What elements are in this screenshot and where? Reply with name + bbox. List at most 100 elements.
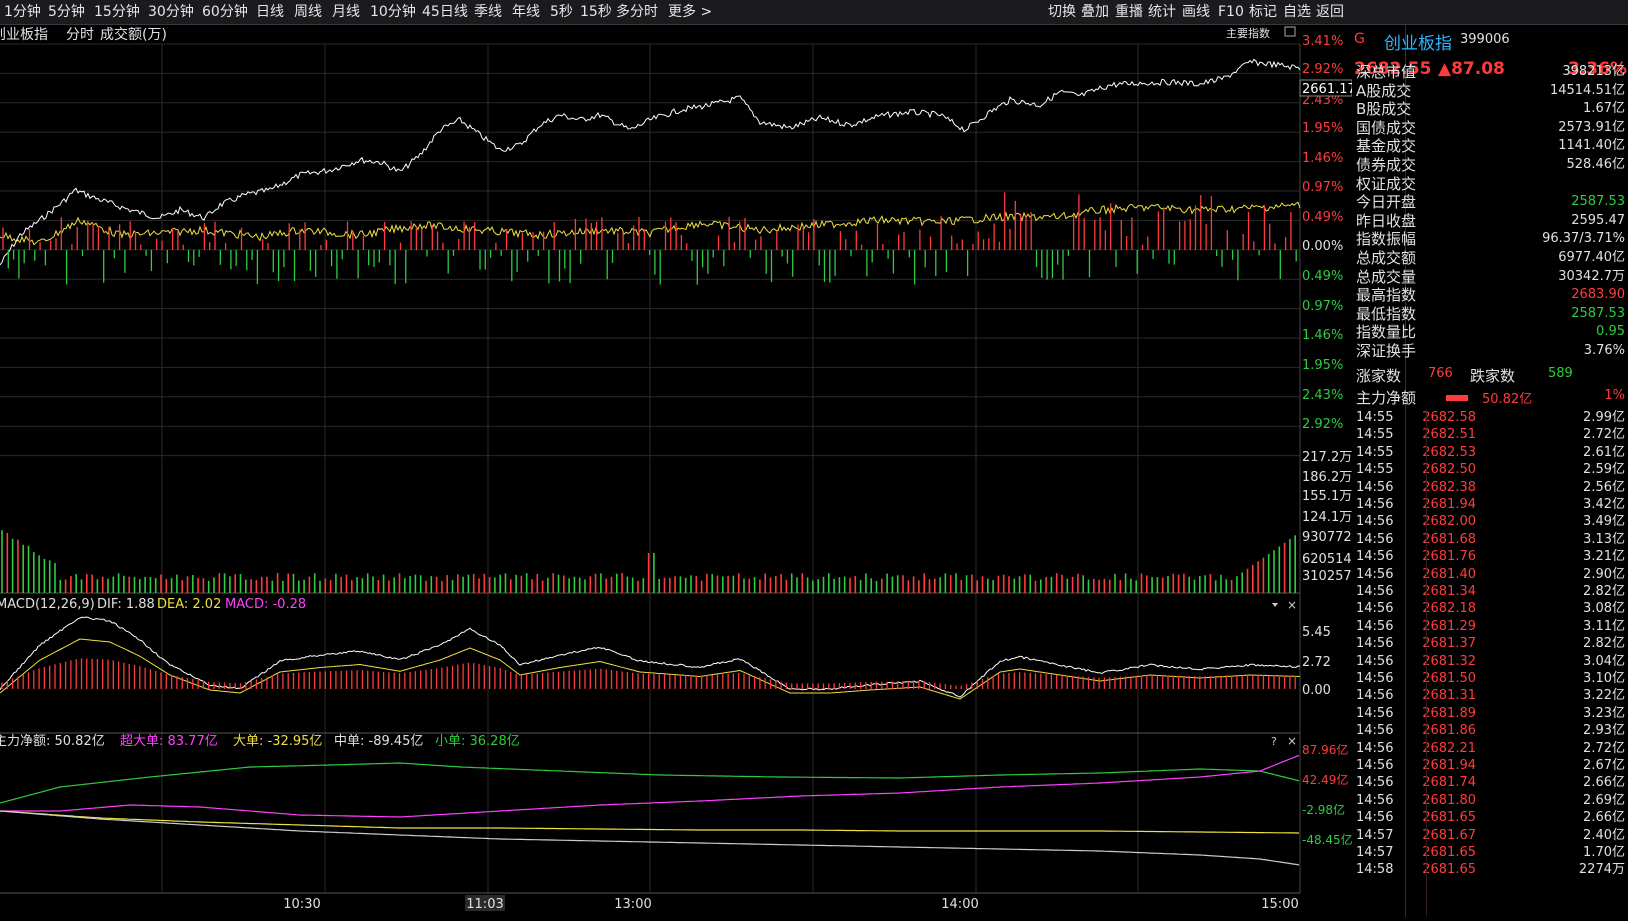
fund-super-line <box>0 754 1300 818</box>
toolbar-action[interactable]: 叠加 <box>1081 4 1109 20</box>
tick-row[interactable]: 14:56 2681.68 3.13亿 <box>1356 531 1628 549</box>
timeframe-tab[interactable]: 15分钟 <box>94 4 140 20</box>
tick-price: 2682.38 <box>1422 479 1476 495</box>
tick-volume: 2.72亿 <box>1583 427 1625 443</box>
toolbar-action[interactable]: F10 <box>1218 4 1244 20</box>
volume-axis-label: 620514 <box>1302 552 1352 567</box>
timeframe-tab[interactable]: 更多 > <box>668 4 713 20</box>
tick-row[interactable]: 14:55 2682.50 2.59亿 <box>1356 461 1628 479</box>
tick-row[interactable]: 14:55 2682.51 2.72亿 <box>1356 426 1628 444</box>
tick-price: 2682.00 <box>1422 514 1476 530</box>
tick-time: 14:56 <box>1356 723 1394 739</box>
volume-axis-label: 930772 <box>1302 530 1352 545</box>
toolbar-action[interactable]: 标记 <box>1249 4 1277 20</box>
tick-row[interactable]: 14:55 2682.58 2.99亿 <box>1356 409 1628 427</box>
timeframe-tab[interactable]: 30分钟 <box>148 4 194 20</box>
tick-row[interactable]: 14:56 2681.32 3.04亿 <box>1356 653 1628 671</box>
tick-row[interactable]: 14:56 2681.94 2.67亿 <box>1356 757 1628 775</box>
timeframe-tab[interactable]: 日线 <box>256 4 284 20</box>
tick-row[interactable]: 14:56 2681.31 3.22亿 <box>1356 687 1628 705</box>
tick-row[interactable]: 14:56 2681.94 3.42亿 <box>1356 496 1628 514</box>
tick-row[interactable]: 14:56 2681.40 2.90亿 <box>1356 566 1628 584</box>
timeframe-tab[interactable]: 年线 <box>512 4 540 20</box>
stat-value: 6977.40亿 <box>1558 250 1625 265</box>
stat-value: 30342.7万 <box>1558 268 1625 284</box>
stat-row: 权证成交 <box>1356 175 1628 193</box>
timeframe-tab[interactable]: 多分时 <box>616 4 658 20</box>
tick-row[interactable]: 14:58 2681.65 2274万 <box>1356 861 1628 879</box>
tick-row[interactable]: 14:56 2681.89 3.23亿 <box>1356 705 1628 723</box>
tick-row[interactable]: 14:56 2681.50 3.10亿 <box>1356 670 1628 688</box>
toolbar-action[interactable]: 切换 <box>1048 4 1076 20</box>
tick-volume: 2.61亿 <box>1583 444 1625 460</box>
tick-price: 2681.80 <box>1422 792 1476 808</box>
timeframe-tab[interactable]: 1分钟 <box>4 4 41 20</box>
tick-time: 14:56 <box>1356 531 1394 547</box>
tick-row[interactable]: 14:56 2682.00 3.49亿 <box>1356 513 1628 531</box>
timeframe-tab[interactable]: 周线 <box>294 4 322 20</box>
volume-axis-label: 217.2万 <box>1302 450 1352 465</box>
quote-price: 2682.55 <box>1354 59 1432 79</box>
net-flow-label: 主力净额 <box>1356 389 1417 407</box>
tick-time: 14:56 <box>1356 688 1394 704</box>
fund-axis-label: 87.96亿 <box>1302 742 1348 757</box>
chart-title: 创业板指 <box>0 27 48 43</box>
stat-row: 国债成交 2573.91亿 <box>1356 119 1628 137</box>
timeframe-tab[interactable]: 15秒 <box>580 4 612 20</box>
quote-change: ▲87.08 <box>1438 59 1505 79</box>
price-axis-label: 2.92% <box>1302 417 1343 432</box>
tick-row[interactable]: 14:56 2681.34 2.82亿 <box>1356 583 1628 601</box>
time-axis-label: 15:00 <box>1261 897 1298 912</box>
tick-volume: 2.66亿 <box>1583 775 1625 791</box>
tick-row[interactable]: 14:56 2682.18 3.08亿 <box>1356 600 1628 618</box>
fund-axis-label: 42.49亿 <box>1302 772 1348 787</box>
tick-price: 2681.89 <box>1422 705 1476 721</box>
stat-value: 2683.90 <box>1571 287 1625 303</box>
tick-row[interactable]: 14:56 2681.74 2.66亿 <box>1356 774 1628 792</box>
quote-change-pct: 3.36% <box>1568 59 1627 79</box>
toolbar-action[interactable]: 画线 <box>1182 4 1210 20</box>
tick-volume: 2.66亿 <box>1583 810 1625 826</box>
tick-price: 2681.37 <box>1422 636 1476 652</box>
toolbar-action[interactable]: 重播 <box>1115 4 1143 20</box>
tick-row[interactable]: 14:56 2681.65 2.66亿 <box>1356 809 1628 827</box>
down-count-label: 跌家数 <box>1470 367 1516 385</box>
stat-row: B股成交 1.67亿 <box>1356 100 1628 118</box>
quote-code: 399006 <box>1460 32 1510 47</box>
stat-label: 深证换手 <box>1356 342 1417 360</box>
stat-value: 2587.53 <box>1571 305 1625 321</box>
tick-row[interactable]: 14:55 2682.53 2.61亿 <box>1356 444 1628 462</box>
stat-value: 14514.51亿 <box>1549 82 1625 98</box>
tick-row[interactable]: 14:56 2681.80 2.69亿 <box>1356 792 1628 810</box>
stat-label: 债券成交 <box>1356 156 1417 174</box>
timeframe-tab[interactable]: 月线 <box>332 4 360 20</box>
timeframe-tab[interactable]: 5秒 <box>550 4 573 20</box>
toolbar-action[interactable]: 返回 <box>1316 4 1344 20</box>
tick-row[interactable]: 14:56 2681.37 2.82亿 <box>1356 635 1628 653</box>
fund-medium-label: 中单: -89.45亿 <box>334 734 423 749</box>
timeframe-tab[interactable]: 60分钟 <box>202 4 248 20</box>
tick-row[interactable]: 14:56 2682.38 2.56亿 <box>1356 479 1628 497</box>
stat-value: 96.37/3.71% <box>1542 231 1625 247</box>
stat-row: 深证换手 3.76% <box>1356 342 1628 360</box>
tick-row[interactable]: 14:56 2681.29 3.11亿 <box>1356 618 1628 636</box>
tick-time: 14:55 <box>1356 462 1394 478</box>
tick-row[interactable]: 14:56 2681.76 3.21亿 <box>1356 548 1628 566</box>
tick-row[interactable]: 14:57 2681.67 2.40亿 <box>1356 827 1628 845</box>
timeframe-tab[interactable]: 45日线 <box>422 4 468 20</box>
timeframe-tab[interactable]: 10分钟 <box>370 4 416 20</box>
time-axis-label: 14:00 <box>941 897 978 912</box>
timeframe-tab[interactable]: 5分钟 <box>48 4 85 20</box>
tick-volume: 2.99亿 <box>1583 410 1625 425</box>
tick-row[interactable]: 14:56 2682.21 2.72亿 <box>1356 740 1628 758</box>
tick-row[interactable]: 14:57 2681.65 1.70亿 <box>1356 844 1628 862</box>
stat-label: 国债成交 <box>1356 118 1417 137</box>
timeframe-tab[interactable]: 季线 <box>474 4 502 20</box>
tick-time: 14:56 <box>1356 566 1394 582</box>
chart-mode: 分时 <box>66 27 94 43</box>
toolbar-action[interactable]: 自选 <box>1283 4 1311 20</box>
tick-row[interactable]: 14:56 2681.86 2.93亿 <box>1356 722 1628 740</box>
toolbar-action[interactable]: 统计 <box>1148 4 1176 20</box>
